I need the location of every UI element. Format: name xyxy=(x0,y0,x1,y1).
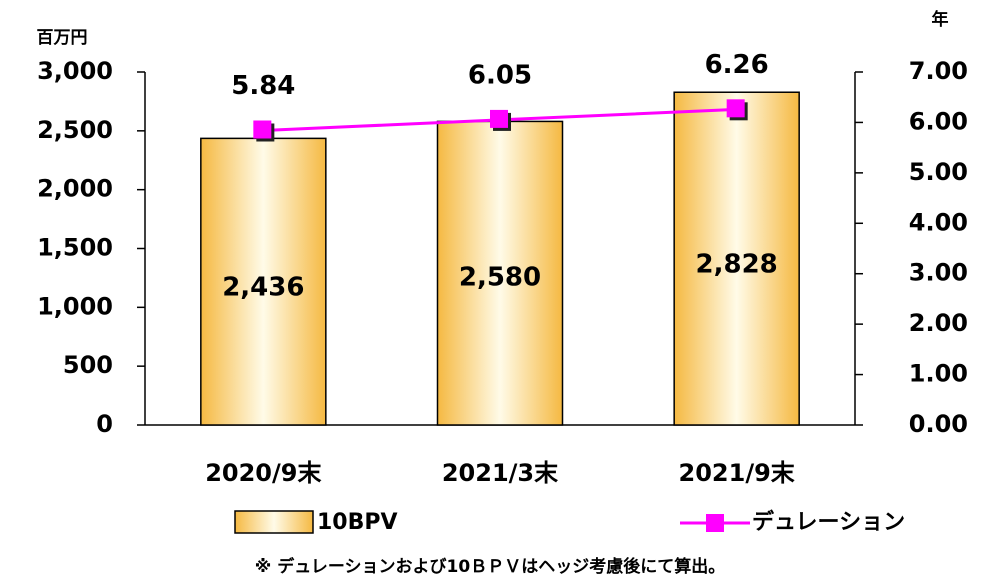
x-tick-label: 2021/9末 xyxy=(679,459,796,487)
line-value-label: 5.84 xyxy=(231,71,295,101)
y2-tick-label: 1.00 xyxy=(909,360,968,388)
y2-tick-label: 6.00 xyxy=(909,107,968,135)
y-tick-label: 1,000 xyxy=(37,292,113,320)
line-value-label: 6.26 xyxy=(705,50,769,80)
y2-tick-label: 5.00 xyxy=(909,158,968,186)
y-tick-label: 3,000 xyxy=(37,57,113,85)
bar xyxy=(673,91,800,426)
legend-label: デュレーション xyxy=(752,509,905,535)
y-axis-label: 百万円 xyxy=(37,28,88,48)
y2-tick-label: 2.00 xyxy=(909,309,968,337)
footnote: ※ デュレーションおよび10ＢＰＶはヘッジ考慮後にて算出。 xyxy=(255,556,725,577)
y-tick-label: 500 xyxy=(63,351,113,379)
y2-tick-label: 3.00 xyxy=(909,259,968,287)
legend-swatch xyxy=(234,510,314,534)
x-tick-label: 2020/9末 xyxy=(205,459,322,487)
x-tick-label: 2021/3末 xyxy=(442,459,559,487)
y-tick-label: 0 xyxy=(96,410,113,438)
y2-tick-label: 7.00 xyxy=(909,57,968,85)
marker xyxy=(253,120,272,139)
bar-value-label: 2,828 xyxy=(696,250,778,280)
y2-tick-label: 4.00 xyxy=(909,208,968,236)
y2-axis-label: 年 xyxy=(932,9,949,30)
marker xyxy=(726,99,745,118)
y2-tick-label: 0.00 xyxy=(909,410,968,438)
y-tick-label: 2,000 xyxy=(37,175,113,203)
y-tick-label: 1,500 xyxy=(37,234,113,262)
legend-label: 10BPV xyxy=(317,510,398,535)
legend-marker xyxy=(706,514,724,532)
bar-value-label: 2,580 xyxy=(459,263,541,293)
bar-value-label: 2,436 xyxy=(222,273,304,303)
marker xyxy=(490,109,508,128)
y-tick-label: 2,500 xyxy=(37,116,113,144)
line-value-label: 6.05 xyxy=(468,60,532,90)
